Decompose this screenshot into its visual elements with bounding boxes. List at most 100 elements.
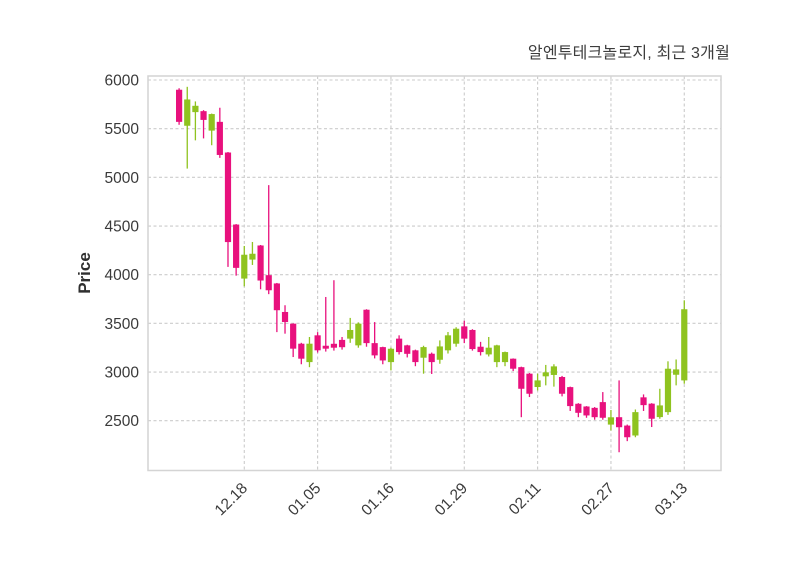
candle-body-down: [395, 338, 403, 353]
candle-body-up: [453, 328, 460, 344]
candle-body-up: [534, 380, 541, 388]
candle-body-down: [624, 425, 631, 438]
candle-wick-up: [659, 388, 661, 419]
candle-body-down: [216, 121, 223, 155]
x-tick-label: 01.16: [358, 480, 397, 519]
y-axis-tick-labels: 2500 3000 3500 4000 4500 5000 5500 6000: [105, 73, 140, 431]
candle-body-up: [249, 253, 256, 260]
candle-body-up: [208, 114, 215, 131]
candle-wick-up: [422, 345, 425, 374]
y-tick-label: 4000: [105, 267, 140, 284]
candle-body-up: [241, 254, 248, 279]
candle-body-up: [444, 335, 452, 351]
candle-body-up: [420, 347, 427, 358]
candle-body-down: [233, 224, 240, 268]
candle-body-up: [681, 309, 688, 381]
candles: [176, 86, 688, 453]
candle-body-up: [664, 368, 672, 413]
candle-wick-up: [488, 336, 490, 357]
candle-body-up: [542, 372, 549, 377]
candle-wick-down: [374, 322, 376, 359]
candle-wick-down: [520, 366, 522, 418]
x-tick-label: 01.05: [285, 480, 324, 519]
y-tick-label: 6000: [105, 73, 140, 90]
candle-wick-down: [431, 352, 433, 374]
candle-body-up: [607, 417, 615, 425]
y-tick-label: 4500: [105, 219, 140, 236]
candle-wick-down: [268, 185, 270, 295]
candle-body-down: [257, 245, 264, 281]
x-tick-label: 02.27: [578, 480, 617, 519]
y-tick-label: 3500: [105, 316, 140, 333]
candle-body-down: [477, 346, 484, 353]
candle-body-down: [640, 397, 647, 406]
candle-body-up: [550, 366, 558, 375]
plot-border: [147, 75, 722, 472]
candle-body-down: [314, 335, 321, 351]
candle-body-down: [599, 402, 606, 418]
candle-body-up: [192, 105, 199, 113]
candle-wick-down: [202, 110, 205, 139]
candle-wick-down: [333, 280, 335, 351]
candle-body-down: [526, 373, 533, 394]
y-axis-label: Price: [75, 252, 94, 294]
candle-body-down: [615, 417, 623, 428]
candle-body-up: [306, 343, 313, 363]
x-tick-label: 01.29: [432, 480, 471, 519]
x-tick-label: 02.11: [506, 480, 545, 519]
candle-body-up: [387, 348, 395, 363]
candle-body-up: [501, 352, 509, 363]
candle-body-down: [176, 89, 183, 122]
y-tick-label: 5500: [105, 121, 140, 138]
chart-title: 알엔투테크놀로지, 최근 3개월: [527, 45, 730, 62]
candle-body-down: [379, 347, 386, 361]
x-tick-label: 03.13: [652, 480, 691, 519]
y-tick-label: 3000: [105, 365, 140, 382]
candle-body-up: [632, 412, 639, 436]
candle-wick-down: [618, 380, 620, 453]
candle-wick-up: [553, 364, 555, 387]
candle-body-up: [673, 369, 680, 375]
y-tick-label: 5000: [105, 170, 140, 187]
candle-body-down: [330, 343, 338, 348]
candle-wick-up: [251, 241, 254, 265]
candle-body-down: [290, 323, 297, 349]
candle-body-up: [355, 323, 362, 346]
candle-body-down: [281, 311, 289, 322]
candle-body-down: [363, 309, 370, 344]
candle-body-down: [412, 350, 419, 363]
candle-body-down: [461, 326, 468, 339]
candle-body-down: [567, 387, 574, 407]
candle-body-up: [347, 329, 354, 339]
candle-body-up: [493, 345, 500, 363]
candle-body-up: [184, 99, 191, 126]
candle-body-down: [558, 376, 566, 394]
candle-body-down: [298, 343, 305, 359]
candle-body-up: [485, 347, 492, 355]
candle-body-down: [575, 403, 582, 413]
y-tick-label: 2500: [105, 413, 140, 430]
candle-body-down: [338, 339, 346, 348]
candle-body-down: [265, 275, 272, 291]
candle-wick-up: [194, 101, 197, 141]
candle-body-up: [656, 405, 663, 418]
candle-body-down: [510, 358, 517, 369]
candle-body-down: [591, 407, 598, 418]
x-tick-label: 12.18: [212, 480, 251, 519]
candle-body-down: [371, 343, 378, 356]
candle-body-up: [436, 346, 443, 360]
candle-body-down: [273, 283, 280, 311]
candle-body-down: [469, 329, 476, 350]
candle-wick-up: [186, 86, 188, 169]
candle-body-down: [224, 152, 232, 243]
candle-body-down: [518, 367, 525, 389]
candle-body-down: [200, 111, 207, 120]
candle-body-down: [428, 353, 435, 363]
candle-body-down: [404, 345, 411, 354]
candle-body-down: [322, 345, 329, 349]
candle-body-down: [583, 406, 590, 416]
x-axis-tick-labels: 12.18 01.05 01.16 01.29 02.11 02.27 03.13: [212, 480, 691, 519]
candle-body-down: [648, 403, 655, 419]
